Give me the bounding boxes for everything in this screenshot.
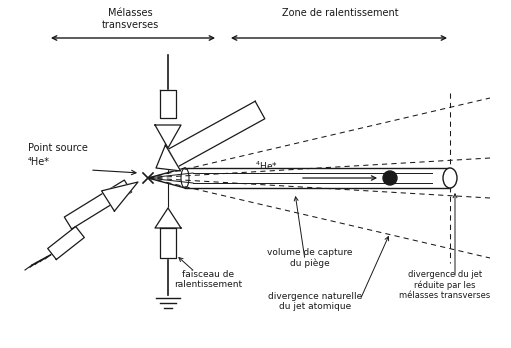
Text: faisceau de
ralentissement: faisceau de ralentissement	[174, 270, 242, 290]
Polygon shape	[160, 90, 176, 118]
Polygon shape	[160, 228, 176, 258]
Text: divergence naturelle
du jet atomique: divergence naturelle du jet atomique	[268, 292, 362, 311]
Polygon shape	[155, 208, 181, 228]
Polygon shape	[64, 180, 132, 229]
Text: divergence du jet
réduite par les
mélasses transverses: divergence du jet réduite par les mélass…	[400, 270, 491, 300]
Text: ⁴He*: ⁴He*	[28, 157, 50, 167]
Polygon shape	[102, 182, 138, 211]
Polygon shape	[48, 227, 84, 260]
Ellipse shape	[181, 168, 189, 188]
Circle shape	[383, 171, 397, 185]
Ellipse shape	[443, 168, 457, 188]
Text: $^4$He*: $^4$He*	[255, 160, 278, 172]
Text: Point source: Point source	[28, 143, 88, 153]
Polygon shape	[156, 145, 180, 171]
Polygon shape	[168, 101, 265, 167]
Text: Zone de ralentissement: Zone de ralentissement	[282, 8, 398, 18]
Polygon shape	[155, 125, 181, 148]
Text: volume de capture
du piège: volume de capture du piège	[267, 248, 353, 268]
Text: Mélasses
transverses: Mélasses transverses	[101, 8, 158, 30]
